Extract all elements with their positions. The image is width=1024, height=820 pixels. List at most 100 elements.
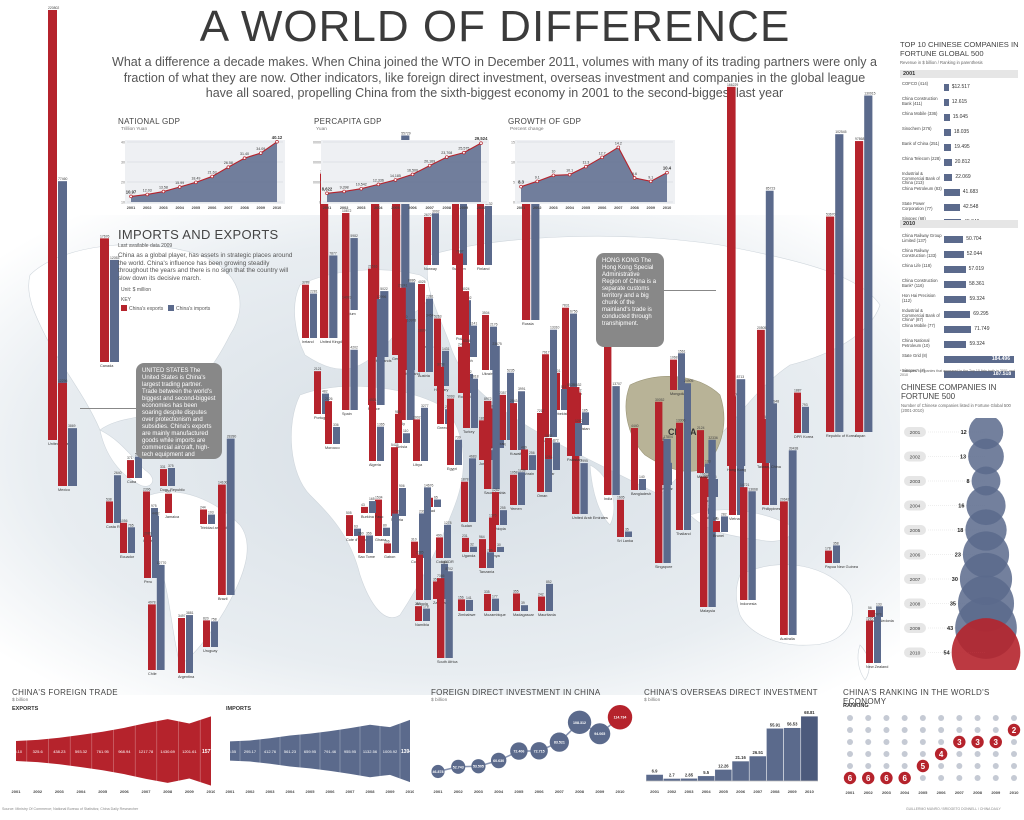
export-value: 19632	[700, 473, 710, 477]
import-value: 358	[833, 541, 839, 545]
import-value: 28280	[227, 435, 237, 439]
odi-unit: $ billion	[644, 698, 661, 703]
count-label: 23	[955, 553, 961, 559]
company-name: Sinopec (68)	[902, 216, 926, 221]
revenue-value: 58.361	[969, 281, 985, 287]
rank-dot	[974, 763, 981, 769]
line-series	[130, 141, 278, 197]
export-value: 53670	[826, 213, 836, 217]
country-name: Sri Lanka	[617, 539, 634, 543]
export-bar	[178, 618, 185, 673]
import-value: 852	[546, 580, 552, 584]
data-point	[342, 189, 346, 194]
export-value: 2121	[314, 367, 322, 371]
odi-value: 5.5	[703, 770, 709, 775]
revenue-value: 15.045	[952, 114, 968, 120]
import-value: 103	[208, 511, 214, 515]
import-bar	[135, 456, 142, 478]
revenue-value: 22.069	[955, 174, 971, 180]
import-value: 765	[128, 523, 134, 527]
import-bar	[68, 428, 77, 486]
import-value: 178	[423, 605, 429, 609]
export-bar	[165, 493, 172, 513]
data-point	[393, 178, 398, 182]
rank-dot	[847, 727, 853, 733]
fdi-value: 46.878	[433, 770, 444, 774]
count-circle	[951, 618, 1021, 670]
country-name: Madagascar	[513, 613, 535, 617]
export-bar	[461, 481, 468, 522]
country-oman: 7217 1261 Oman	[537, 409, 553, 498]
country-name: Taiwan, China	[757, 465, 782, 469]
fdi-title: FOREIGN DIRECT INVESTMENT IN CHINA	[431, 688, 601, 697]
export-value: 490	[436, 533, 442, 537]
import-value: 5982	[350, 234, 358, 238]
export-bar	[160, 469, 167, 486]
export-bar	[342, 299, 350, 410]
growth-chart-sub: Percent change	[510, 127, 544, 132]
country-sudan: 1878 4683 Sudan	[461, 454, 477, 528]
trade-value: 243.55	[224, 749, 237, 754]
country-cote-d-ivoire: 505 63 Cote d'Ivoire	[346, 511, 367, 542]
data-point	[462, 150, 466, 155]
import-value: 10978	[407, 319, 417, 323]
rank-marker	[916, 759, 930, 773]
country-name: Portugal	[314, 416, 328, 420]
percapita-chart: 30000 20000 10000 0 8,622 2001 9,398 2002 10,542…	[313, 136, 489, 210]
export-value: 7917	[542, 350, 550, 354]
import-value: 110	[403, 429, 409, 433]
company-name: Industrial & Commercial Bank of China* (…	[902, 308, 940, 323]
x-tick: 2002	[864, 790, 874, 795]
import-bar	[445, 571, 453, 658]
x-tick: 2003	[882, 790, 892, 795]
year-pill	[904, 427, 926, 437]
export-value: 2126	[325, 397, 333, 401]
import-bar	[492, 598, 499, 611]
export-bar	[391, 447, 398, 516]
x-tick: 2002	[143, 206, 151, 210]
export-value: 8334	[463, 339, 471, 343]
import-bar	[128, 527, 135, 553]
x-tick: 2010	[477, 206, 485, 210]
export-value: 1878	[461, 478, 469, 482]
data-point	[410, 172, 415, 177]
export-value: 2124	[697, 426, 705, 430]
data-label: 12.7	[599, 151, 606, 155]
country-japan: 97868 130915 Japan	[855, 92, 876, 438]
company-name: China Life (118)	[902, 263, 932, 268]
export-bar	[358, 535, 365, 553]
y2001-company-row: China Petroleum (83) 41.683	[900, 186, 1018, 201]
top10-note: * Indicates companies that appeared in t…	[900, 369, 1015, 377]
import-value: 511	[561, 385, 567, 389]
export-bar	[371, 178, 380, 357]
country-name: Uzbekistan	[553, 412, 572, 416]
company-name: China Telecom (228)	[902, 156, 941, 161]
us-callout: UNITED STATES The United States is China…	[136, 363, 222, 459]
import-bar	[156, 564, 165, 670]
revenue-bar	[944, 129, 951, 136]
odi-bar	[731, 760, 750, 782]
ranking-label: RANKING	[843, 703, 869, 709]
import-value: 35	[625, 527, 629, 531]
key-imports-swatch	[168, 305, 174, 311]
import-value: 12770	[157, 561, 167, 565]
export-value: 8972	[484, 397, 492, 401]
imports-chart: 243.55 2001 295.17 2002 412.76 2003 561.23 2004…	[224, 715, 414, 794]
odi-value: 56.53	[787, 722, 798, 727]
import-value: 13668	[748, 487, 758, 491]
import-value: 55729	[401, 131, 411, 135]
country-uruguay: 820 758 Uruguay	[203, 616, 218, 653]
export-value: 371	[127, 456, 133, 460]
country-new-caledonia: 56 133 New Caledonia	[868, 602, 895, 623]
import-value: 4683	[469, 454, 477, 458]
export-value: 3288	[302, 281, 310, 285]
data-point	[210, 174, 214, 179]
x-tick: 2001	[12, 789, 22, 794]
import-bar	[208, 514, 215, 524]
export-bar	[342, 213, 350, 310]
year-label: 2001	[910, 430, 921, 436]
import-value: 85723	[766, 187, 776, 191]
import-value: 8713	[737, 375, 745, 379]
rank-dot	[865, 739, 872, 745]
